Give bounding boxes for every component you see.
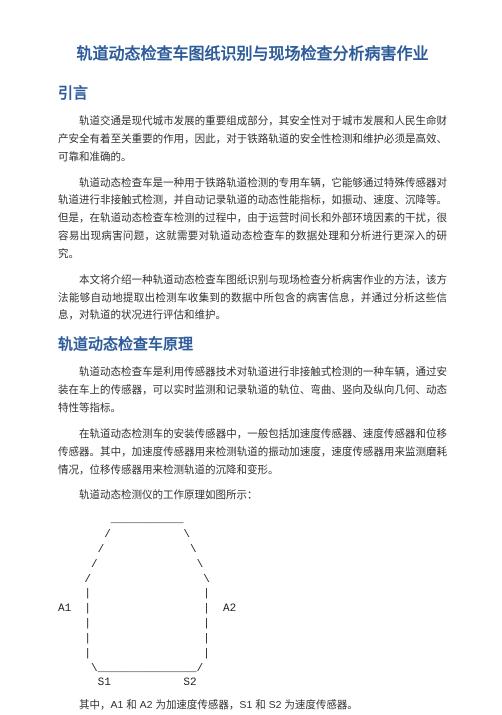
section-intro-heading: 引言: [58, 82, 447, 103]
page-title: 轨道动态检查车图纸识别与现场检查分析病害作业: [58, 40, 447, 64]
intro-para-1: 轨道交通是现代城市发展的重要组成部分，其安全性对于城市发展和人民生命财产安全有着…: [58, 113, 447, 167]
principle-para-1: 轨道动态检查车是利用传感器技术对轨道进行非接触式检测的一种车辆，通过安装在车上的…: [58, 364, 447, 418]
section-principle-heading: 轨道动态检查车原理: [58, 333, 447, 354]
intro-para-2: 轨道动态检查车是一种用于铁路轨道检测的专用车辆，它能够通过特殊传感器对轨道进行非…: [58, 175, 447, 264]
intro-para-3: 本文将介绍一种轨道动态检查车图纸识别与现场检查分析病害作业的方法，该方法能够自动…: [58, 272, 447, 326]
principle-para-4: 其中，A1 和 A2 为加速度传感器，S1 和 S2 为速度传感器。: [58, 697, 447, 715]
principle-para-2: 在轨道动态检测车的安装传感器中，一般包括加速度传感器、速度传感器和位移传感器。其…: [58, 426, 447, 480]
ascii-diagram: ___________ / \ / \ / \ / \ | | A1 | | A…: [58, 513, 447, 691]
principle-para-3: 轨道动态检测仪的工作原理如图所示：: [58, 487, 447, 505]
